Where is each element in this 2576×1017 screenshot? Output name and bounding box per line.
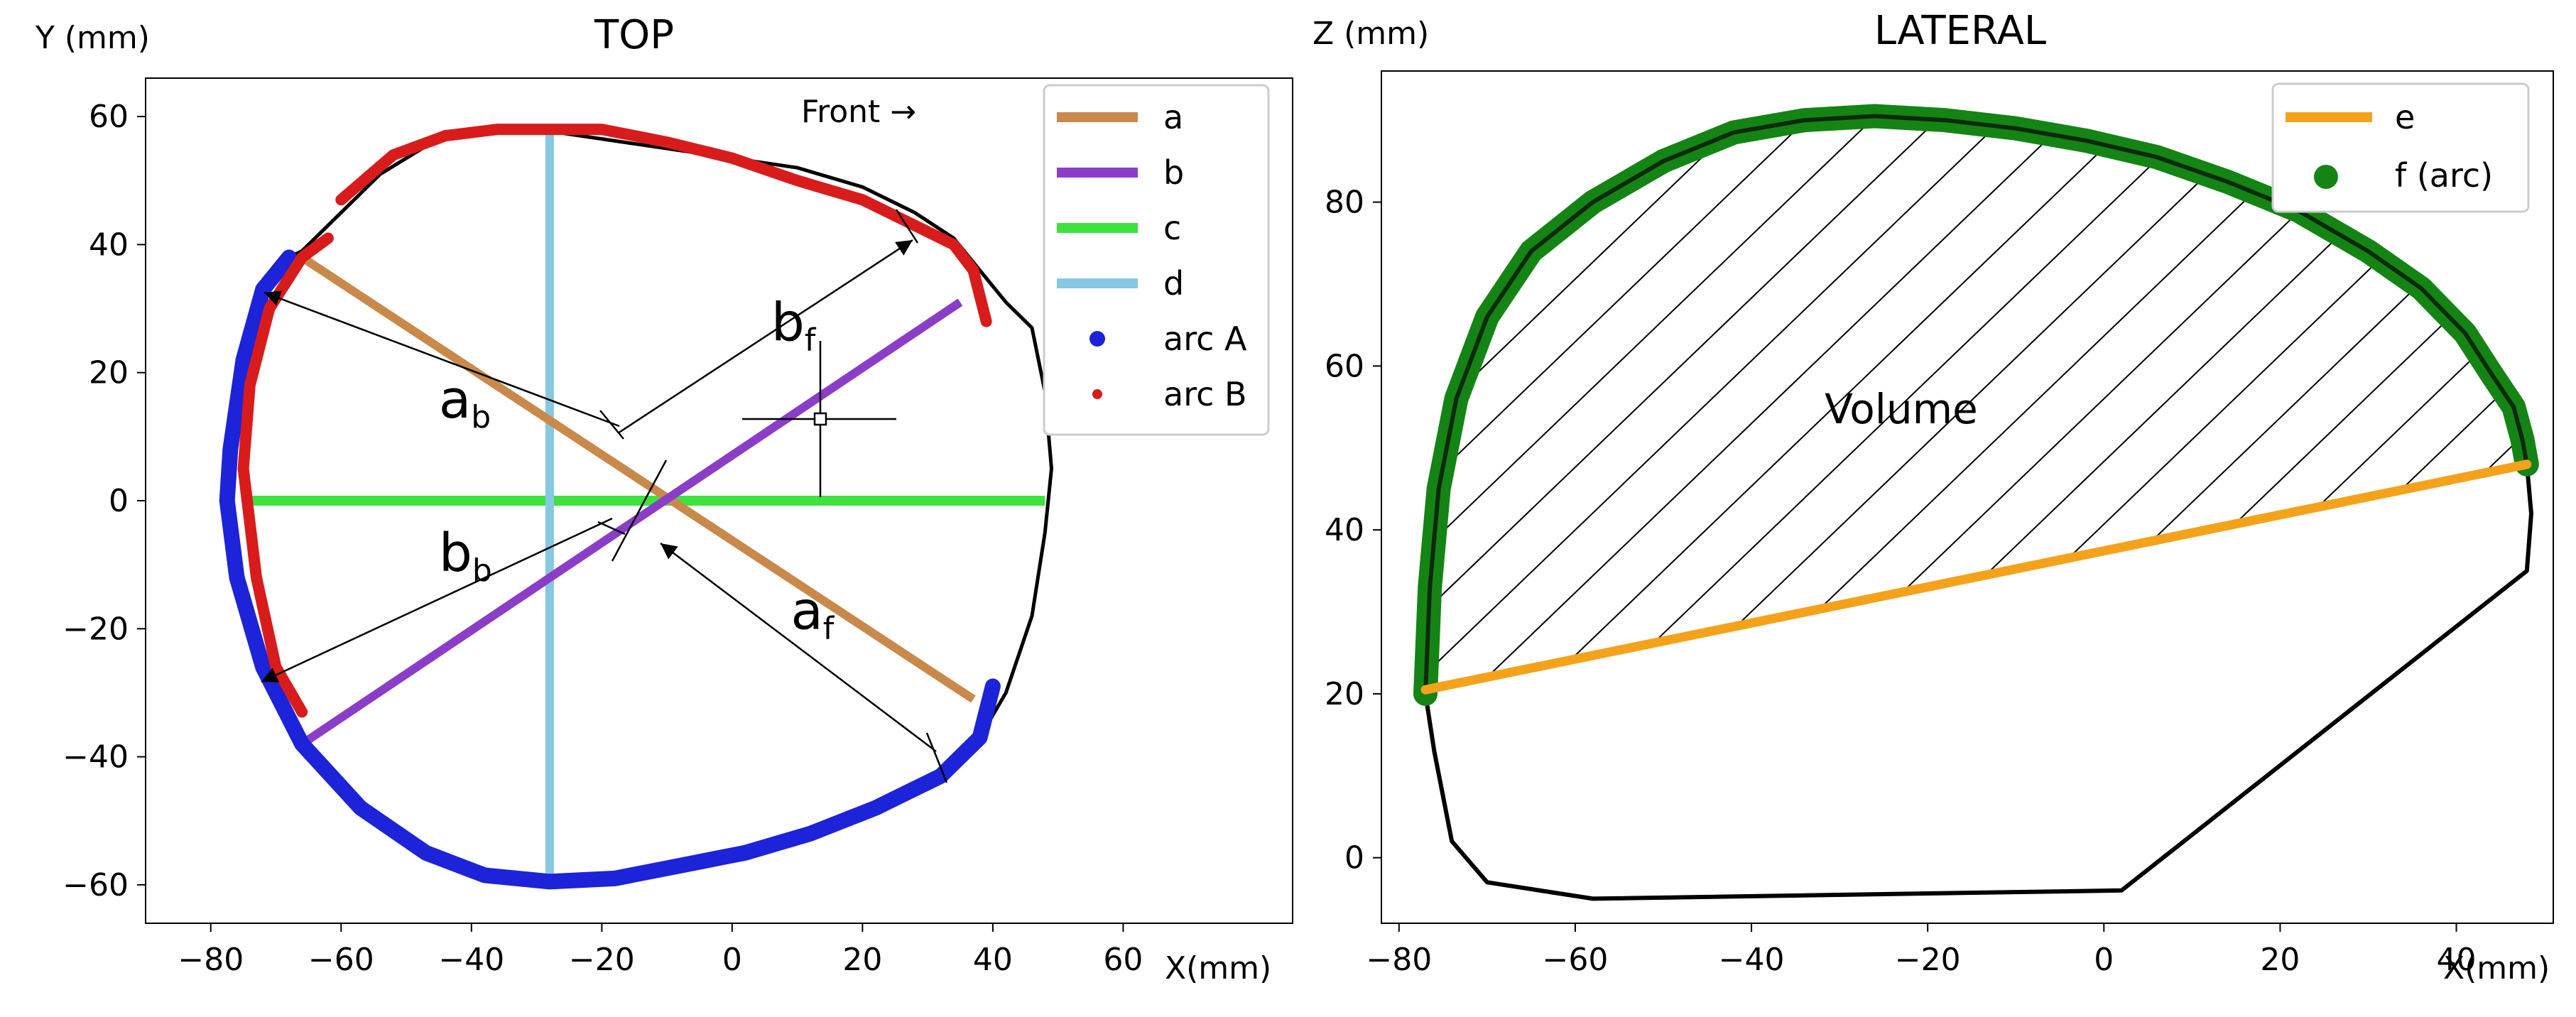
legend-label: arc A [1163,320,1247,358]
segment-label: af [790,580,835,646]
cross-tick-5 [925,732,948,783]
chart-title: TOP [594,12,674,58]
x-tick-label: −40 [1719,942,1785,978]
hatch-line [1425,116,1858,694]
series-arc-b-front [335,124,992,327]
cross-tick-4 [895,209,919,244]
series-arc-b-back [237,232,334,718]
legend-label: f (arc) [2395,156,2493,195]
series-f-arc-core [1423,114,2529,695]
hatch-line [1425,116,2119,694]
hatch-line [2538,71,2576,923]
y-tick-label: −20 [63,611,129,647]
legend-label: d [1163,264,1184,303]
hatch-line [1425,116,2250,694]
legend-swatch [1089,331,1105,347]
x-tick-label: 20 [2260,942,2300,978]
hatch-line [1425,116,1793,694]
x-tick-label: 60 [1103,942,1143,978]
y-axis-label: Y (mm) [35,20,150,56]
series-arc-a [219,249,1001,890]
segment-label: bb [439,523,492,589]
legend: e f (arc) [2271,82,2530,213]
y-tick-label: 40 [89,227,129,263]
y-tick-label: 0 [109,483,129,519]
y-tick-label: 20 [89,355,129,391]
volume-label: Volume [1825,385,1978,433]
front-label: Front → [801,94,916,130]
crosshair-center [813,412,827,426]
legend-swatch [1092,389,1102,399]
series-b-line [299,298,963,748]
x-tick-label: −60 [1543,942,1609,978]
x-tick-label: −60 [308,942,374,978]
y-tick-label: −40 [63,739,129,776]
x-tick-label: −20 [1895,942,1961,978]
x-tick-label: 40 [973,942,1013,978]
dimension-arrow-bf [617,239,913,435]
x-tick-label: −20 [569,942,635,978]
legend-label: e [2395,98,2415,136]
x-tick-label: 20 [842,942,882,978]
legend-label: c [1163,209,1181,247]
cross-tick-3 [597,521,626,535]
y-tick-label: 60 [1325,348,1364,384]
x-tick-label: −80 [178,942,244,978]
x-tick-label: −80 [1366,942,1432,978]
legend-label: a [1163,98,1183,136]
y-axis-label: Z (mm) [1313,16,1429,52]
dimension-arrow-bb [261,517,613,683]
segment-label: bf [771,293,817,359]
hatch-line [1491,116,2381,694]
y-tick-label: 80 [1325,185,1364,221]
legend-label: b [1163,153,1184,192]
hatch-line [1884,116,2527,694]
y-tick-label: 60 [89,99,129,135]
plot-frame [1381,70,2554,924]
x-axis-label: X(mm) [2443,950,2550,986]
x-tick-label: 0 [722,942,742,978]
y-tick-label: 40 [1325,512,1364,548]
y-tick-label: 0 [1344,840,1364,876]
y-tick-label: 20 [1325,676,1364,712]
hatch-line [1818,116,2527,694]
hatch-line [1425,116,2185,694]
top-chart: TOP Y (mm) X(mm) −80 −60 −40 −20 0 20 40 60−60−… [35,12,1293,986]
chart-title: LATERAL [1874,8,2046,54]
y-tick-label: −60 [63,867,129,903]
axis-ticks: −80 −60 −40 −20 0 20 40 60 −60 −40 −20 0 20 40 60 [63,99,1143,978]
x-tick-label: 40 [2437,942,2477,978]
hatch-line [1425,116,1989,694]
cross-tick-1 [599,410,624,440]
axis-ticks: −80 −60 −40 −20 0 20 40 0 20 40 60 80 [1325,185,2477,978]
series-e-line [1420,459,2532,695]
hatch-line [1426,116,2315,694]
x-tick-label: 0 [2094,942,2114,978]
dimension-annotations [261,209,948,783]
x-axis-label: X(mm) [1165,950,1271,986]
dimension-arrow-af [660,543,937,752]
outline-line [1423,464,2533,901]
legend-label: arc B [1163,375,1247,413]
series-a-line [299,254,976,703]
legend-swatch [2314,165,2338,189]
hatch-line [1425,116,1923,694]
dimension-arrow-ab [263,290,620,428]
x-tick-label: −40 [438,942,504,978]
hatch-line [1425,116,2054,694]
cross-tick-2 [611,459,668,562]
